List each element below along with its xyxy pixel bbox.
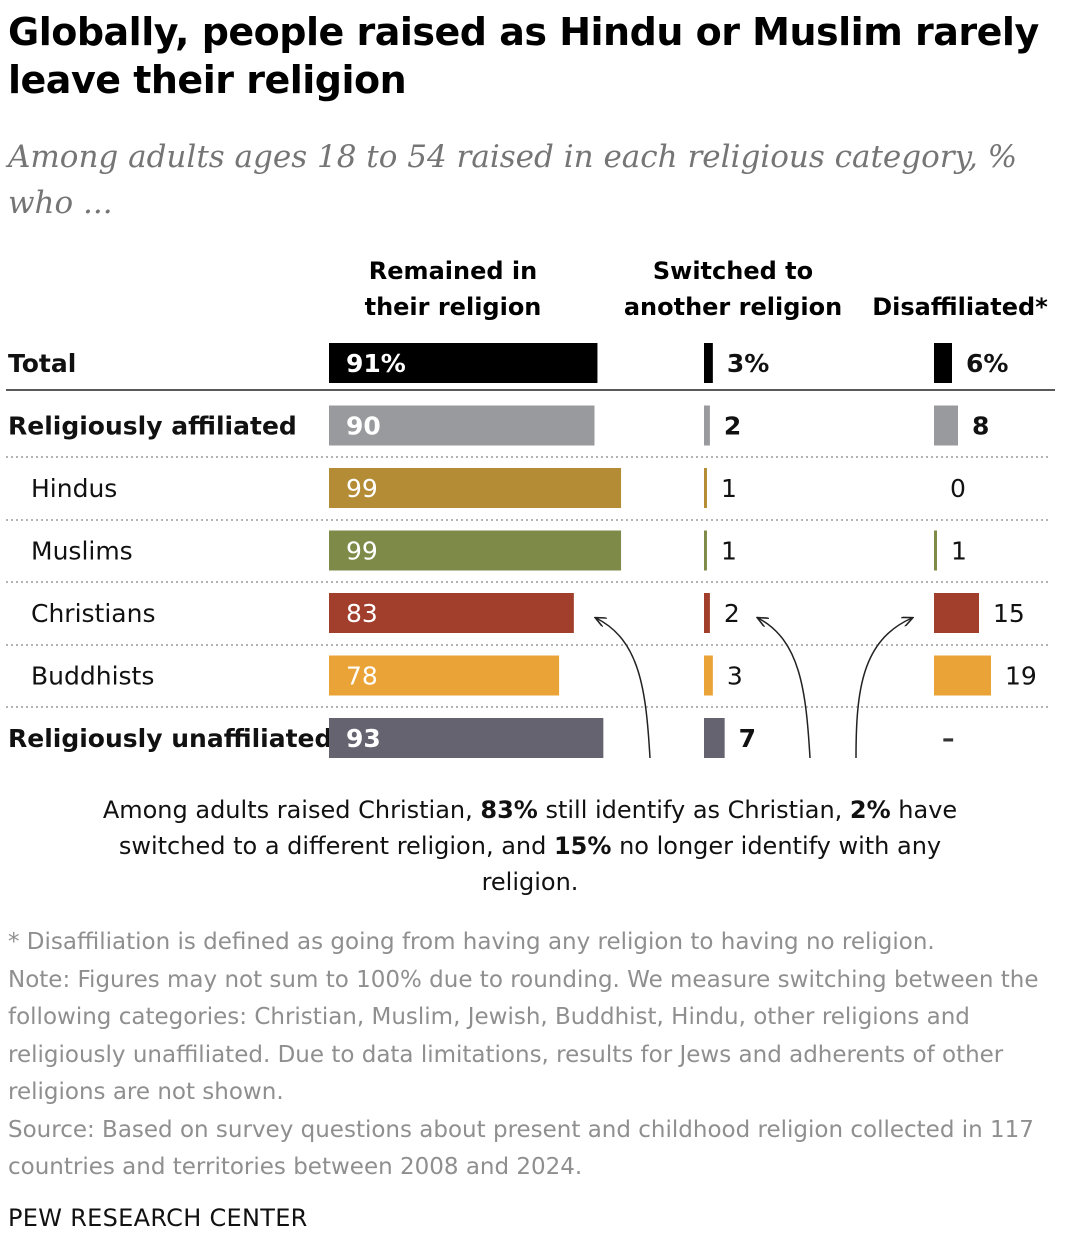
footnote: * Disaffiliation is defined as going fro… bbox=[8, 929, 935, 955]
value-label-disaffiliated: 19 bbox=[1005, 662, 1037, 691]
value-label-disaffiliated: 6% bbox=[966, 349, 1008, 378]
value-label-disaffiliated: 1 bbox=[951, 537, 967, 566]
value-label-switched: 7 bbox=[739, 724, 756, 753]
value-label-switched: 2 bbox=[724, 599, 740, 628]
value-label-disaffiliated: – bbox=[942, 724, 955, 753]
bar-remained bbox=[329, 593, 574, 633]
value-label-switched: 3 bbox=[727, 662, 743, 691]
value-label-remained: 93 bbox=[346, 724, 381, 753]
bar-disaffiliated bbox=[934, 530, 937, 571]
value-label-switched: 1 bbox=[721, 537, 737, 566]
callout-text-2: still identify as Christian, bbox=[537, 796, 850, 824]
callout-bold-switched: 2% bbox=[849, 796, 891, 824]
value-label-remained: 78 bbox=[346, 662, 378, 691]
row-label: Hindus bbox=[31, 474, 117, 503]
callout-arrow-disaffiliated bbox=[855, 618, 912, 759]
row-label: Religiously unaffiliated bbox=[8, 724, 332, 753]
row-total: Total 91% 3% 6% bbox=[8, 343, 1008, 383]
callout-text-4: no longer identify with any religion. bbox=[481, 832, 942, 896]
bar-switched bbox=[704, 530, 707, 571]
row-hindus: Hindus 99 1 0 bbox=[31, 468, 966, 508]
column-header-remained-line2: their religion bbox=[365, 293, 542, 321]
bar-switched bbox=[704, 718, 725, 758]
bar-switched bbox=[704, 405, 710, 446]
row-label: Total bbox=[8, 349, 76, 378]
value-label-disaffiliated: 15 bbox=[993, 599, 1025, 628]
column-header-switched-line2: another religion bbox=[624, 293, 842, 321]
bar-remained bbox=[329, 718, 604, 758]
column-header-switched-line1: Switched to bbox=[653, 257, 813, 285]
source: Source: Based on survey questions about … bbox=[8, 1116, 1034, 1181]
chart-notes: * Disaffiliation is defined as going fro… bbox=[8, 924, 1058, 1187]
callout-arrows bbox=[596, 618, 912, 759]
value-label-remained: 99 bbox=[346, 537, 378, 566]
column-header-remained-line1: Remained in bbox=[369, 257, 537, 285]
bar-switched bbox=[704, 343, 713, 383]
row-buddhists: Buddhists 78 3 19 bbox=[31, 655, 1037, 696]
bar-remained bbox=[329, 655, 560, 696]
value-label-switched: 3% bbox=[727, 349, 769, 378]
callout-bold-remained: 83% bbox=[480, 796, 538, 824]
callout-arrow-remained bbox=[596, 618, 651, 759]
value-label-remained: 91% bbox=[346, 349, 406, 378]
bar-disaffiliated bbox=[934, 405, 958, 446]
chart-subtitle: Among adults ages 18 to 54 raised in eac… bbox=[8, 139, 1018, 221]
row-religiously-unaffiliated: Religiously unaffiliated 93 7 – bbox=[8, 718, 955, 758]
bar-switched bbox=[704, 468, 707, 508]
value-label-disaffiliated: 8 bbox=[972, 412, 989, 441]
row-christians: Christians 83 2 15 bbox=[31, 593, 1025, 633]
value-label-remained: 99 bbox=[346, 474, 378, 503]
value-label-remained: 90 bbox=[346, 412, 381, 441]
callout-bold-disaffiliated: 15% bbox=[553, 832, 612, 860]
bar-switched bbox=[704, 593, 710, 633]
row-religiously-affiliated: Religiously affiliated 90 2 8 bbox=[8, 405, 989, 446]
row-muslims: Muslims 99 1 1 bbox=[31, 530, 967, 571]
row-label: Buddhists bbox=[31, 662, 154, 691]
value-label-switched: 2 bbox=[724, 412, 741, 441]
bar-disaffiliated bbox=[934, 655, 991, 696]
value-label-remained: 83 bbox=[346, 599, 378, 628]
callout-text-3: have switched to a different religion, a… bbox=[118, 796, 958, 860]
bar-disaffiliated bbox=[934, 343, 952, 383]
callout-text-1: Among adults raised Christian, bbox=[102, 796, 481, 824]
value-label-switched: 1 bbox=[721, 474, 737, 503]
value-label-disaffiliated: 0 bbox=[950, 474, 966, 503]
bar-switched bbox=[704, 655, 713, 696]
row-label: Muslims bbox=[31, 537, 133, 566]
bar-remained bbox=[329, 530, 622, 571]
row-label: Christians bbox=[31, 599, 156, 628]
column-header-disaffiliated-line2: Disaffiliated* bbox=[872, 293, 1048, 321]
bar-remained bbox=[329, 468, 622, 508]
bar-remained bbox=[329, 405, 595, 446]
christian-callout: Among adults raised Christian, 83% still… bbox=[100, 792, 960, 900]
chart-title: Globally, people raised as Hindu or Musl… bbox=[8, 10, 1039, 102]
row-label: Religiously affiliated bbox=[8, 412, 297, 441]
bar-remained bbox=[329, 343, 598, 383]
bar-disaffiliated bbox=[934, 593, 979, 633]
callout-arrow-switched bbox=[758, 618, 811, 759]
note: Note: Figures may not sum to 100% due to… bbox=[8, 966, 1039, 1106]
brand-logo-text: PEW RESEARCH CENTER bbox=[8, 1204, 308, 1232]
